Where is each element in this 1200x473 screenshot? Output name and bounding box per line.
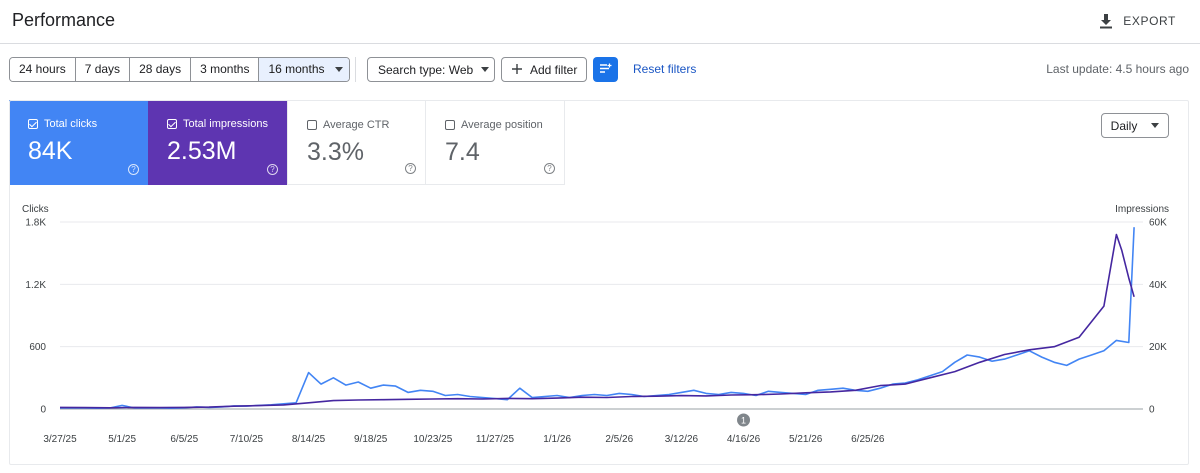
granularity-dropdown[interactable]: Daily — [1101, 113, 1169, 138]
checkbox-icon[interactable] — [445, 120, 455, 130]
checkbox-icon[interactable] — [28, 119, 38, 129]
metric-value: 3.3% — [307, 138, 364, 166]
y-right-tick-label: 40K — [1149, 280, 1167, 291]
checkbox-icon[interactable] — [167, 119, 177, 129]
toolbar-divider — [355, 57, 356, 82]
y-left-tick-label: 1.2K — [25, 280, 46, 291]
plus-icon — [512, 63, 522, 77]
y-right-tick-label: 0 — [1149, 405, 1155, 416]
checkbox-icon[interactable] — [307, 120, 317, 130]
chevron-down-icon — [334, 67, 343, 72]
y-left-tick-label: 600 — [29, 342, 46, 353]
metric-value: 2.53M — [167, 137, 237, 165]
help-icon[interactable]: ? — [405, 163, 416, 174]
y-right-axis-label: Impressions — [1115, 204, 1169, 215]
x-tick-label: 5/1/25 — [108, 434, 136, 445]
help-icon[interactable]: ? — [544, 163, 555, 174]
metric-value: 7.4 — [445, 138, 480, 166]
x-tick-label: 6/5/25 — [170, 434, 198, 445]
filter-list-icon — [599, 61, 612, 79]
performance-chart: 0 0 600 20K 1.2K 40K 1.8K 60K Clicks Impressions 3… — [22, 204, 1169, 445]
metric-label: Total clicks — [44, 118, 98, 130]
x-tick-label: 5/21/26 — [789, 434, 823, 445]
y-left-tick-label: 1.8K — [25, 218, 46, 229]
annotation-label: 1 — [741, 416, 746, 426]
filter-options-button[interactable] — [593, 57, 618, 82]
help-icon[interactable]: ? — [128, 164, 139, 175]
series-line-clicks — [59, 227, 1135, 409]
x-tick-label: 3/27/25 — [43, 434, 77, 445]
range-16-months-label: 16 months — [268, 62, 325, 76]
y-left-axis-label: Clicks — [22, 204, 49, 215]
add-filter-button[interactable]: Add filter — [501, 57, 587, 82]
chevron-down-icon — [481, 67, 490, 72]
export-button[interactable]: EXPORT — [1099, 10, 1176, 32]
add-filter-label: Add filter — [530, 62, 578, 77]
metric-label: Average position — [461, 119, 543, 131]
series-line-impressions — [59, 233, 1135, 409]
x-tick-label: 4/16/26 — [727, 434, 761, 445]
metric-average-ctr[interactable]: Average CTR 3.3% ? — [287, 100, 426, 185]
reset-filters-link[interactable]: Reset filters — [633, 62, 697, 76]
page-header: Performance EXPORT — [0, 0, 1200, 44]
x-tick-label: 6/25/26 — [851, 434, 885, 445]
metric-total-impressions[interactable]: Total impressions 2.53M ? — [148, 100, 287, 185]
last-update-text: Last update: 4.5 hours ago — [1046, 62, 1189, 76]
page-title: Performance — [12, 10, 116, 30]
range-7-days[interactable]: 7 days — [75, 58, 131, 81]
range-16-months[interactable]: 16 months — [259, 58, 350, 81]
x-tick-label: 9/18/25 — [354, 434, 388, 445]
x-tick-label: 11/27/25 — [476, 434, 515, 445]
granularity-label: Daily — [1110, 118, 1138, 133]
date-range-selector: 24 hours 7 days 28 days 3 months 16 mont… — [9, 57, 351, 82]
x-tick-label: 2/5/26 — [605, 434, 633, 445]
metric-average-position[interactable]: Average position 7.4 ? — [426, 100, 565, 185]
y-right-tick-label: 20K — [1149, 342, 1167, 353]
y-left-tick-label: 0 — [40, 405, 46, 416]
x-tick-label: 8/14/25 — [292, 434, 326, 445]
range-28-days[interactable]: 28 days — [130, 58, 192, 81]
help-icon[interactable]: ? — [267, 164, 278, 175]
metric-label: Total impressions — [183, 118, 268, 130]
annotation-marker — [737, 413, 751, 427]
search-type-dropdown[interactable]: Search type: Web — [367, 57, 495, 82]
export-label: EXPORT — [1123, 14, 1176, 28]
x-tick-label: 7/10/25 — [230, 434, 264, 445]
metric-total-clicks[interactable]: Total clicks 84K ? — [9, 100, 148, 185]
y-right-tick-label: 60K — [1149, 218, 1167, 229]
download-icon — [1099, 13, 1113, 29]
metric-label: Average CTR — [323, 119, 390, 131]
chevron-down-icon — [1151, 123, 1160, 128]
filter-toolbar: 24 hours 7 days 28 days 3 months 16 mont… — [9, 57, 1189, 82]
metric-value: 84K — [28, 137, 73, 165]
x-tick-label: 10/23/25 — [413, 434, 452, 445]
range-24-hours[interactable]: 24 hours — [10, 58, 76, 81]
range-3-months[interactable]: 3 months — [191, 58, 260, 81]
x-tick-label: 1/1/26 — [543, 434, 571, 445]
search-type-label: Search type: Web — [378, 62, 474, 77]
x-tick-label: 3/12/26 — [665, 434, 699, 445]
